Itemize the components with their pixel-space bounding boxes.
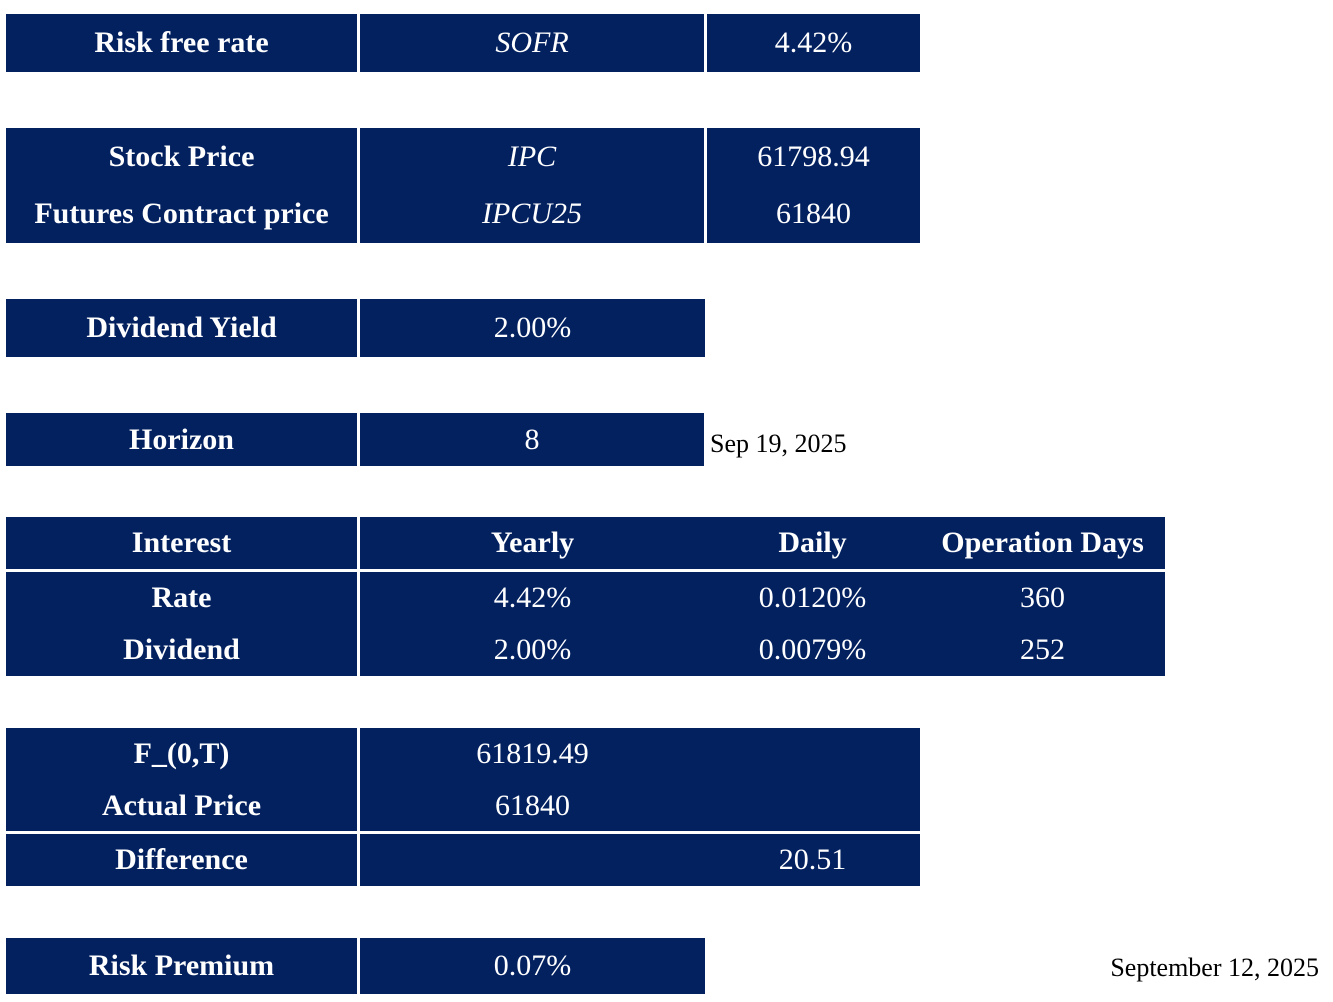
horizon-value: 8 bbox=[524, 422, 540, 456]
dividend-yield-value: 2.00% bbox=[493, 311, 572, 344]
rate-daily: 0.0120% bbox=[758, 581, 867, 614]
dividend-yearly: 2.00% bbox=[493, 633, 572, 666]
column-divider bbox=[357, 517, 360, 676]
column-divider bbox=[704, 128, 707, 243]
operation-days-header: Operation Days bbox=[941, 526, 1144, 559]
column-divider bbox=[357, 413, 360, 466]
horizon-row bbox=[6, 413, 704, 466]
daily-header: Daily bbox=[778, 526, 847, 559]
difference-value: 20.51 bbox=[778, 843, 847, 876]
futures-ticker: IPCU25 bbox=[482, 196, 582, 230]
futures-price-label: Futures Contract price bbox=[34, 196, 329, 230]
futures-price-value: 61840 bbox=[776, 196, 851, 230]
risk-free-rate-value: 4.42% bbox=[774, 26, 853, 59]
interest-header: Interest bbox=[131, 526, 232, 559]
stock-price-label: Stock Price bbox=[108, 139, 255, 173]
column-divider bbox=[357, 128, 360, 243]
header-divider bbox=[6, 569, 1165, 572]
stock-ticker: IPC bbox=[507, 139, 557, 173]
risk-free-rate-ticker: SOFR bbox=[495, 26, 569, 59]
forward-block bbox=[6, 728, 920, 886]
dividend-daily: 0.0079% bbox=[758, 633, 867, 666]
report-date: September 12, 2025 bbox=[1110, 953, 1319, 982]
column-divider bbox=[704, 14, 707, 72]
column-divider bbox=[357, 728, 360, 886]
risk-premium-value: 0.07% bbox=[493, 949, 572, 982]
row-divider bbox=[6, 831, 920, 834]
forward-price-label: F_(0,T) bbox=[133, 737, 230, 770]
risk-premium-label: Risk Premium bbox=[88, 949, 275, 982]
dividend-yield-row bbox=[6, 299, 705, 357]
column-divider bbox=[357, 299, 360, 357]
risk-free-rate-row bbox=[6, 14, 920, 72]
risk-free-rate-label: Risk free rate bbox=[94, 26, 269, 59]
yearly-header: Yearly bbox=[490, 526, 575, 559]
rate-operation-days: 360 bbox=[1020, 581, 1065, 614]
prices-block bbox=[6, 128, 920, 243]
horizon-date: Sep 19, 2025 bbox=[710, 429, 847, 458]
stock-price-value: 61798.94 bbox=[757, 139, 870, 173]
forward-price-value: 61819.49 bbox=[476, 737, 589, 770]
actual-price-value: 61840 bbox=[495, 788, 570, 822]
column-divider bbox=[357, 938, 360, 994]
rate-row-label: Rate bbox=[151, 581, 212, 614]
dividend-row-label: Dividend bbox=[123, 633, 240, 666]
column-divider bbox=[357, 14, 360, 72]
dividend-yield-label: Dividend Yield bbox=[86, 311, 277, 344]
rate-yearly: 4.42% bbox=[493, 581, 572, 614]
risk-premium-row bbox=[6, 938, 705, 994]
difference-label: Difference bbox=[115, 843, 248, 876]
actual-price-label: Actual Price bbox=[101, 788, 262, 822]
dividend-operation-days: 252 bbox=[1020, 633, 1065, 666]
interest-table bbox=[6, 517, 1165, 676]
horizon-label: Horizon bbox=[129, 422, 234, 456]
